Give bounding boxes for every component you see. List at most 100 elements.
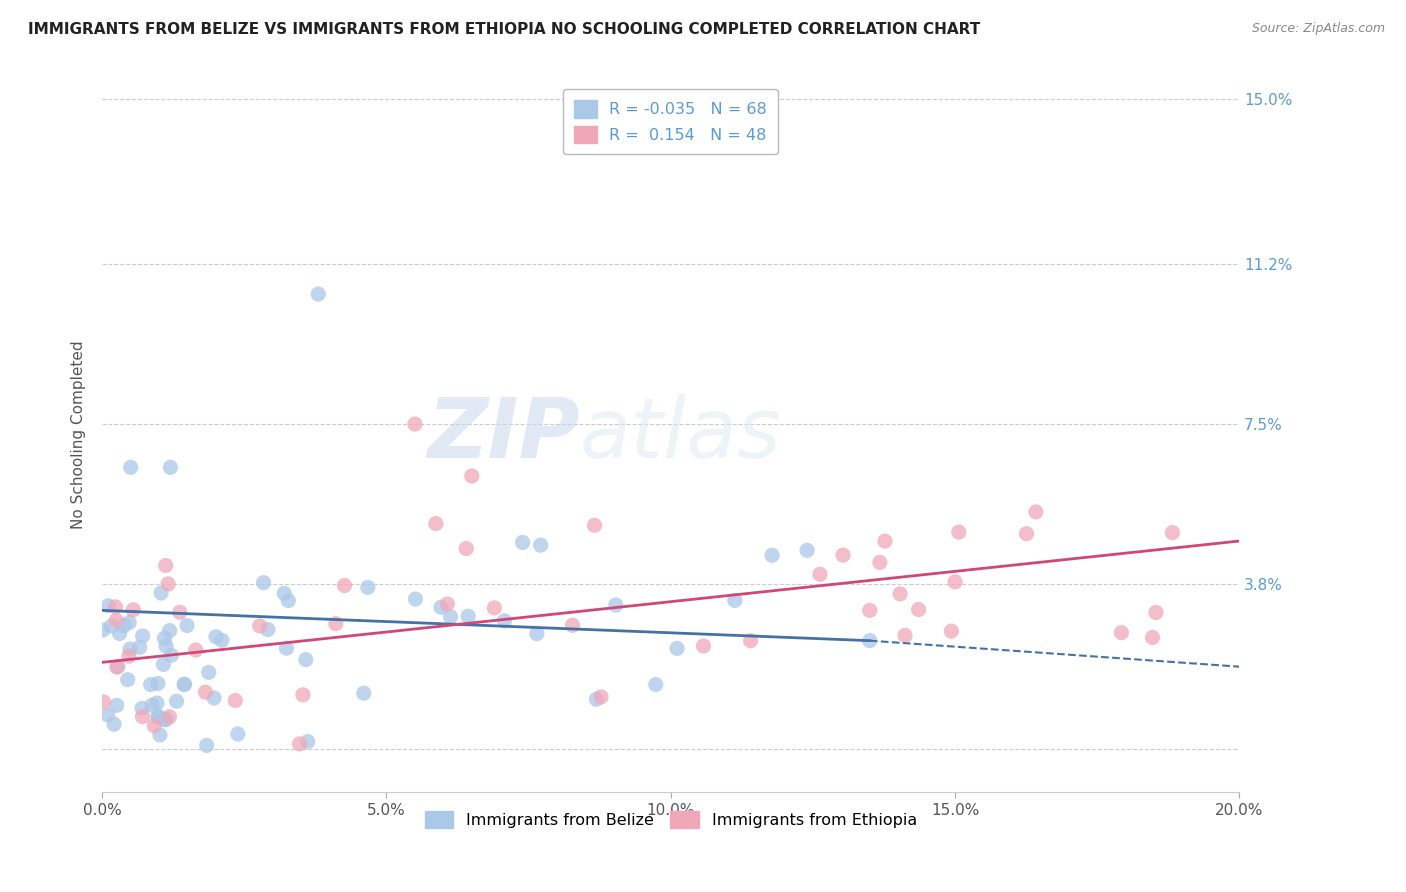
Point xyxy=(494,614,516,628)
Point xyxy=(425,516,447,531)
Point xyxy=(120,460,142,475)
Point xyxy=(157,577,180,591)
Point xyxy=(724,593,747,607)
Point xyxy=(93,695,115,709)
Point xyxy=(122,603,145,617)
Legend: Immigrants from Belize, Immigrants from Ethiopia: Immigrants from Belize, Immigrants from … xyxy=(419,805,924,834)
Point xyxy=(118,642,141,657)
Point xyxy=(143,719,166,733)
Point xyxy=(173,677,195,691)
Point xyxy=(512,535,534,549)
Point xyxy=(644,677,666,691)
Point xyxy=(256,623,278,637)
Point xyxy=(131,709,153,723)
Point xyxy=(131,629,153,643)
Point xyxy=(692,639,714,653)
Point xyxy=(146,676,169,690)
Point xyxy=(118,615,141,630)
Point xyxy=(169,605,191,619)
Point xyxy=(436,597,458,611)
Point xyxy=(357,581,380,595)
Point xyxy=(249,619,271,633)
Point xyxy=(585,692,607,706)
Point xyxy=(150,586,173,600)
Point xyxy=(461,469,484,483)
Point xyxy=(353,686,375,700)
Point xyxy=(1144,606,1167,620)
Point xyxy=(108,626,131,640)
Point xyxy=(761,548,783,562)
Point xyxy=(91,623,114,637)
Point xyxy=(873,534,896,549)
Point xyxy=(152,657,174,672)
Point xyxy=(141,698,163,713)
Point xyxy=(291,688,314,702)
Point xyxy=(155,713,177,727)
Point xyxy=(832,548,855,562)
Point xyxy=(859,633,882,648)
Point xyxy=(297,734,319,748)
Text: Source: ZipAtlas.com: Source: ZipAtlas.com xyxy=(1251,22,1385,36)
Point xyxy=(146,696,169,710)
Point xyxy=(277,593,299,607)
Point xyxy=(457,609,479,624)
Point xyxy=(430,600,453,615)
Point xyxy=(149,728,172,742)
Point xyxy=(456,541,478,556)
Point xyxy=(333,578,356,592)
Point xyxy=(530,538,553,552)
Point xyxy=(589,690,612,704)
Point xyxy=(194,685,217,699)
Text: ZIP: ZIP xyxy=(427,394,579,475)
Point xyxy=(128,640,150,655)
Point xyxy=(666,641,689,656)
Point xyxy=(226,727,249,741)
Point xyxy=(105,660,128,674)
Point xyxy=(404,592,426,607)
Point xyxy=(118,649,141,664)
Point xyxy=(202,690,225,705)
Point xyxy=(583,518,606,533)
Point xyxy=(205,630,228,644)
Point xyxy=(288,737,311,751)
Point xyxy=(166,694,188,708)
Point xyxy=(148,709,170,723)
Point xyxy=(526,626,548,640)
Point xyxy=(155,558,177,573)
Point xyxy=(112,619,135,633)
Point xyxy=(155,639,177,653)
Point xyxy=(325,616,347,631)
Text: atlas: atlas xyxy=(579,394,782,475)
Point xyxy=(907,602,929,616)
Point xyxy=(948,525,970,540)
Point xyxy=(404,417,426,431)
Point xyxy=(146,710,169,724)
Point xyxy=(943,574,966,589)
Point xyxy=(1111,625,1133,640)
Point xyxy=(159,710,181,724)
Point xyxy=(131,701,153,715)
Point xyxy=(808,567,831,582)
Point xyxy=(1015,526,1038,541)
Point xyxy=(889,587,911,601)
Point xyxy=(97,708,120,723)
Point xyxy=(273,586,295,600)
Point xyxy=(484,601,506,615)
Point xyxy=(100,619,122,633)
Point xyxy=(153,631,176,645)
Point xyxy=(307,287,329,301)
Point xyxy=(561,618,583,632)
Point xyxy=(184,643,207,657)
Point xyxy=(195,739,218,753)
Y-axis label: No Schooling Completed: No Schooling Completed xyxy=(72,341,86,529)
Point xyxy=(104,599,127,614)
Point xyxy=(294,652,316,666)
Point xyxy=(211,633,233,648)
Point xyxy=(117,673,139,687)
Point xyxy=(173,678,195,692)
Point xyxy=(103,717,125,731)
Point xyxy=(740,633,762,648)
Point xyxy=(97,599,120,613)
Point xyxy=(159,624,181,638)
Point xyxy=(276,641,298,656)
